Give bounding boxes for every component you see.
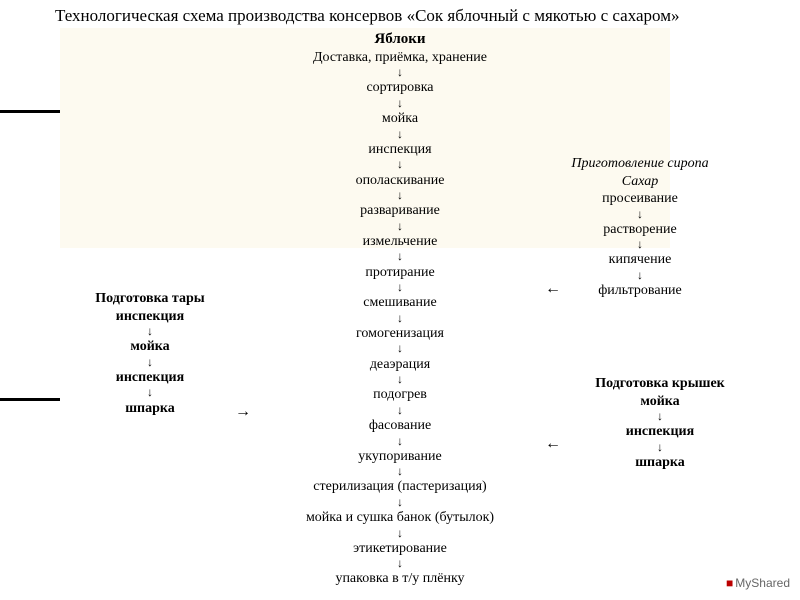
main-step: Доставка, приёмка, хранение — [250, 49, 550, 67]
watermark-text: MyShared — [735, 576, 790, 590]
main-step: разваривание — [250, 202, 550, 220]
syrup-step: кипячение — [540, 251, 740, 269]
down-arrow-icon: ↓ — [250, 557, 550, 570]
tare-step: инспекция — [60, 308, 240, 326]
down-arrow-icon: ↓ — [250, 342, 550, 355]
syrup-step: фильтрование — [540, 282, 740, 300]
down-arrow-icon: ↓ — [250, 220, 550, 233]
lids-column: Подготовка крышек мойка ↓ инспекция ↓ шп… — [560, 375, 760, 471]
down-arrow-icon: ↓ — [250, 373, 550, 386]
main-step: упаковка в т/у плёнку — [250, 570, 550, 588]
main-step: мойка и сушка банок (бутылок) — [250, 509, 550, 527]
syrup-step: растворение — [540, 221, 740, 239]
main-step: стерилизация (пастеризация) — [250, 478, 550, 496]
main-step: ополаскивание — [250, 172, 550, 190]
left-arrow-icon: ← — [545, 435, 561, 453]
down-arrow-icon: ↓ — [250, 281, 550, 294]
down-arrow-icon: ↓ — [250, 435, 550, 448]
main-step: сортировка — [250, 79, 550, 97]
down-arrow-icon: ↓ — [250, 250, 550, 263]
main-step: гомогенизация — [250, 325, 550, 343]
down-arrow-icon: ↓ — [250, 97, 550, 110]
down-arrow-icon: ↓ — [250, 312, 550, 325]
syrup-column: Приготовление сиропа Сахар просеивание ↓… — [540, 155, 740, 300]
main-step: инспекция — [250, 141, 550, 159]
main-step: этикетирование — [250, 540, 550, 558]
lids-header: Подготовка крышек — [560, 375, 760, 393]
main-step: смешивание — [250, 294, 550, 312]
down-arrow-icon: ↓ — [540, 238, 740, 251]
main-step: укупоривание — [250, 448, 550, 466]
down-arrow-icon: ↓ — [250, 404, 550, 417]
main-step: измельчение — [250, 233, 550, 251]
main-step: мойка — [250, 110, 550, 128]
down-arrow-icon: ↓ — [250, 527, 550, 540]
lids-step: инспекция — [560, 423, 760, 441]
down-arrow-icon: ↓ — [560, 441, 760, 454]
syrup-header: Приготовление сиропа — [540, 155, 740, 173]
main-process-column: Яблоки Доставка, приёмка, хранение ↓ сор… — [250, 30, 550, 588]
main-step: фасование — [250, 417, 550, 435]
divider-line-1 — [0, 110, 60, 113]
down-arrow-icon: ↓ — [60, 356, 240, 369]
main-step: подогрев — [250, 386, 550, 404]
down-arrow-icon: ↓ — [250, 158, 550, 171]
down-arrow-icon: ↓ — [250, 465, 550, 478]
tare-step: шпарка — [60, 400, 240, 418]
watermark-icon: ■ — [726, 576, 733, 590]
left-arrow-icon: ← — [545, 280, 561, 298]
watermark: ■MyShared — [726, 576, 790, 590]
down-arrow-icon: ↓ — [250, 66, 550, 79]
down-arrow-icon: ↓ — [560, 410, 760, 423]
tare-step: инспекция — [60, 369, 240, 387]
tare-header: Подготовка тары — [60, 290, 240, 308]
syrup-step: просеивание — [540, 190, 740, 208]
main-step: деаэрация — [250, 356, 550, 374]
lids-step: мойка — [560, 393, 760, 411]
down-arrow-icon: ↓ — [540, 269, 740, 282]
down-arrow-icon: ↓ — [60, 325, 240, 338]
tare-step: мойка — [60, 338, 240, 356]
main-header: Яблоки — [250, 30, 550, 49]
down-arrow-icon: ↓ — [540, 208, 740, 221]
divider-line-2 — [0, 398, 60, 401]
down-arrow-icon: ↓ — [250, 128, 550, 141]
syrup-subheader: Сахар — [540, 173, 740, 191]
down-arrow-icon: ↓ — [250, 496, 550, 509]
diagram-root: Технологическая схема производства консе… — [0, 0, 800, 600]
down-arrow-icon: ↓ — [60, 386, 240, 399]
down-arrow-icon: ↓ — [250, 189, 550, 202]
right-arrow-icon: → — [235, 403, 251, 421]
lids-step: шпарка — [560, 454, 760, 472]
diagram-title: Технологическая схема производства консе… — [55, 6, 755, 26]
main-step: протирание — [250, 264, 550, 282]
tare-column: Подготовка тары инспекция ↓ мойка ↓ инсп… — [60, 290, 240, 417]
